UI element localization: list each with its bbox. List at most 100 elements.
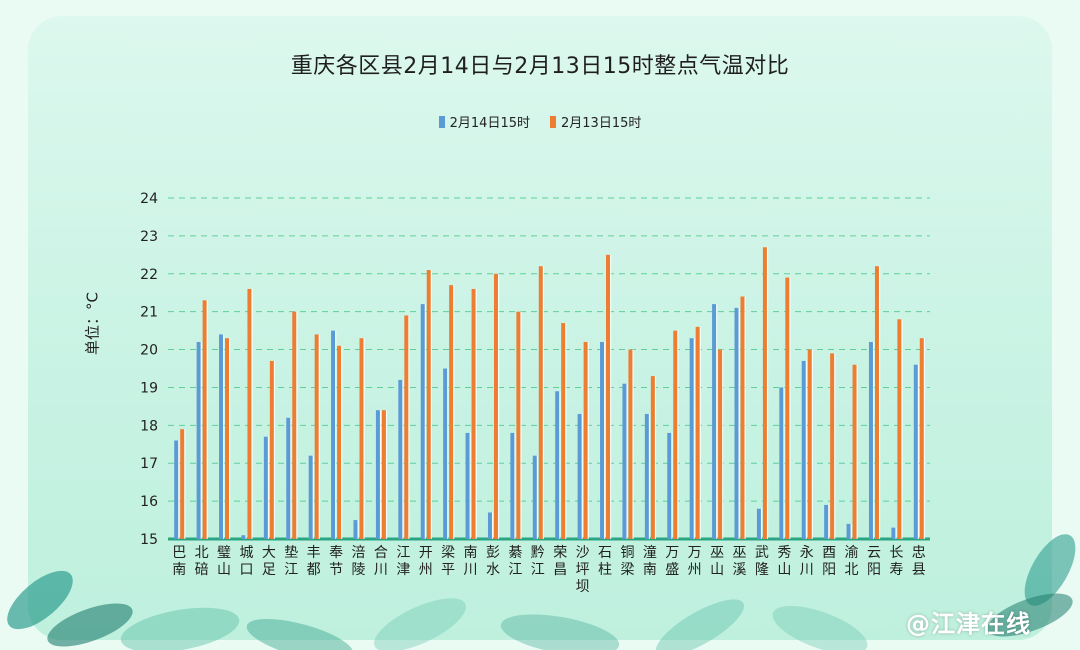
x-tick-label: 垫江 bbox=[284, 545, 298, 578]
x-tick-label: 永川 bbox=[800, 545, 814, 578]
x-tick-label: 黔江 bbox=[531, 545, 545, 578]
x-tick-label: 梁平 bbox=[441, 545, 455, 578]
x-tick-label: 武隆 bbox=[755, 545, 769, 578]
leaf-decoration bbox=[500, 614, 620, 650]
x-tick-label: 巫山 bbox=[710, 545, 724, 578]
bar-series-1 bbox=[644, 413, 649, 539]
y-tick-label: 19 bbox=[140, 380, 158, 396]
bar-series-2 bbox=[516, 311, 521, 539]
bar-series-1 bbox=[487, 512, 492, 539]
bar-series-2 bbox=[718, 349, 723, 539]
bar-series-2 bbox=[538, 266, 543, 539]
chart-legend: 2月14日15时 2月13日15时 bbox=[0, 112, 1080, 131]
legend-swatch-series-2 bbox=[550, 115, 556, 128]
leaf-decoration bbox=[246, 618, 354, 650]
y-tick-label: 18 bbox=[140, 418, 158, 434]
y-tick-label: 17 bbox=[140, 456, 158, 472]
bar-series-2 bbox=[404, 315, 409, 539]
bar-series-1 bbox=[689, 338, 694, 539]
bar-series-1 bbox=[801, 360, 806, 539]
x-tick-label: 潼南 bbox=[643, 544, 657, 578]
x-tick-label: 云阳 bbox=[867, 545, 881, 578]
bar-series-2 bbox=[830, 353, 835, 539]
bar-series-1 bbox=[756, 508, 761, 539]
bar-series-1 bbox=[846, 523, 851, 539]
x-tick-label: 开州 bbox=[419, 545, 433, 578]
bar-series-2 bbox=[583, 341, 588, 539]
y-tick-label: 23 bbox=[140, 229, 158, 245]
legend-swatch-series-1 bbox=[438, 115, 445, 128]
bar-series-2 bbox=[606, 254, 611, 540]
bar-series-2 bbox=[471, 288, 476, 539]
bar-series-2 bbox=[314, 334, 319, 539]
y-tick-label: 20 bbox=[140, 343, 158, 359]
x-tick-label: 万盛 bbox=[665, 545, 679, 578]
x-tick-label: 丰都 bbox=[307, 545, 321, 578]
bar-series-1 bbox=[331, 330, 336, 539]
bar-series-1 bbox=[779, 387, 784, 539]
x-tick-label: 江津 bbox=[396, 545, 410, 578]
bar-series-2 bbox=[426, 269, 431, 539]
bar-series-2 bbox=[762, 247, 767, 539]
bar-series-2 bbox=[202, 300, 207, 539]
x-tick-label: 石柱 bbox=[598, 545, 612, 578]
bar-series-2 bbox=[359, 338, 364, 539]
x-tick-label: 城口 bbox=[239, 545, 253, 578]
legend-item-series-2[interactable]: 2月13日15时 bbox=[550, 112, 641, 131]
bar-series-1 bbox=[398, 379, 403, 539]
bar-series-1 bbox=[174, 440, 179, 539]
x-tick-label: 涪陵 bbox=[352, 545, 366, 578]
x-tick-label: 彭水 bbox=[486, 545, 500, 578]
legend-label-series-1: 2月14日15时 bbox=[449, 116, 530, 131]
bar-series-2 bbox=[919, 338, 924, 539]
legend-label-series-2: 2月13日15时 bbox=[561, 116, 642, 131]
x-tick-label: 酉阳 bbox=[822, 545, 836, 578]
bar-series-1 bbox=[667, 432, 672, 539]
x-tick-label: 秀山 bbox=[777, 545, 791, 578]
y-tick-label: 22 bbox=[140, 267, 158, 283]
bar-series-1 bbox=[622, 383, 627, 539]
bar-series-1 bbox=[286, 417, 291, 539]
bar-series-2 bbox=[561, 323, 566, 539]
bar-series-1 bbox=[891, 527, 896, 539]
bar-series-1 bbox=[577, 413, 582, 539]
bar-series-1 bbox=[913, 364, 918, 539]
leaf-decoration bbox=[374, 598, 466, 650]
bar-series-1 bbox=[375, 410, 380, 539]
x-tick-label: 荣昌 bbox=[553, 545, 567, 578]
bar-series-1 bbox=[353, 520, 358, 539]
bar-series-1 bbox=[465, 432, 470, 539]
leaf-decoration bbox=[1024, 534, 1076, 606]
x-tick-label: 忠县 bbox=[912, 545, 926, 578]
x-tick-label: 北碚 bbox=[195, 545, 209, 578]
chart-title: 重庆各区县2月14日与2月13日15时整点气温对比 bbox=[290, 54, 790, 79]
bar-series-1 bbox=[600, 341, 605, 539]
bar-series-2 bbox=[695, 326, 700, 539]
bar-series-1 bbox=[263, 436, 268, 539]
x-tick-label: 合川 bbox=[374, 545, 388, 578]
bar-series-2 bbox=[449, 285, 454, 539]
legend-item-series-1[interactable]: 2月14日15时 bbox=[438, 112, 530, 131]
leaf-decoration bbox=[772, 605, 868, 650]
leaf-decoration bbox=[7, 570, 73, 630]
x-tick-label: 巫溪 bbox=[733, 545, 747, 578]
y-tick-label: 16 bbox=[140, 494, 158, 510]
x-tick-label: 綦江 bbox=[508, 545, 522, 578]
leaf-decoration bbox=[47, 603, 133, 647]
bar-series-2 bbox=[381, 410, 386, 539]
bar-series-1 bbox=[555, 391, 560, 539]
bar-series-1 bbox=[868, 341, 873, 539]
x-tick-label: 大足 bbox=[262, 545, 276, 578]
leaf-decoration bbox=[987, 593, 1073, 637]
bar-series-2 bbox=[269, 360, 274, 539]
leaf-decoration bbox=[655, 599, 745, 650]
x-tick-label: 南川 bbox=[464, 545, 478, 578]
bar-series-2 bbox=[292, 311, 297, 539]
x-tick-label: 长寿 bbox=[889, 545, 903, 578]
bar-series-2 bbox=[247, 288, 252, 539]
x-tick-label: 奉节 bbox=[329, 545, 343, 578]
bar-series-1 bbox=[219, 334, 224, 539]
bar-series-2 bbox=[807, 349, 812, 539]
bar-series-2 bbox=[628, 349, 633, 539]
